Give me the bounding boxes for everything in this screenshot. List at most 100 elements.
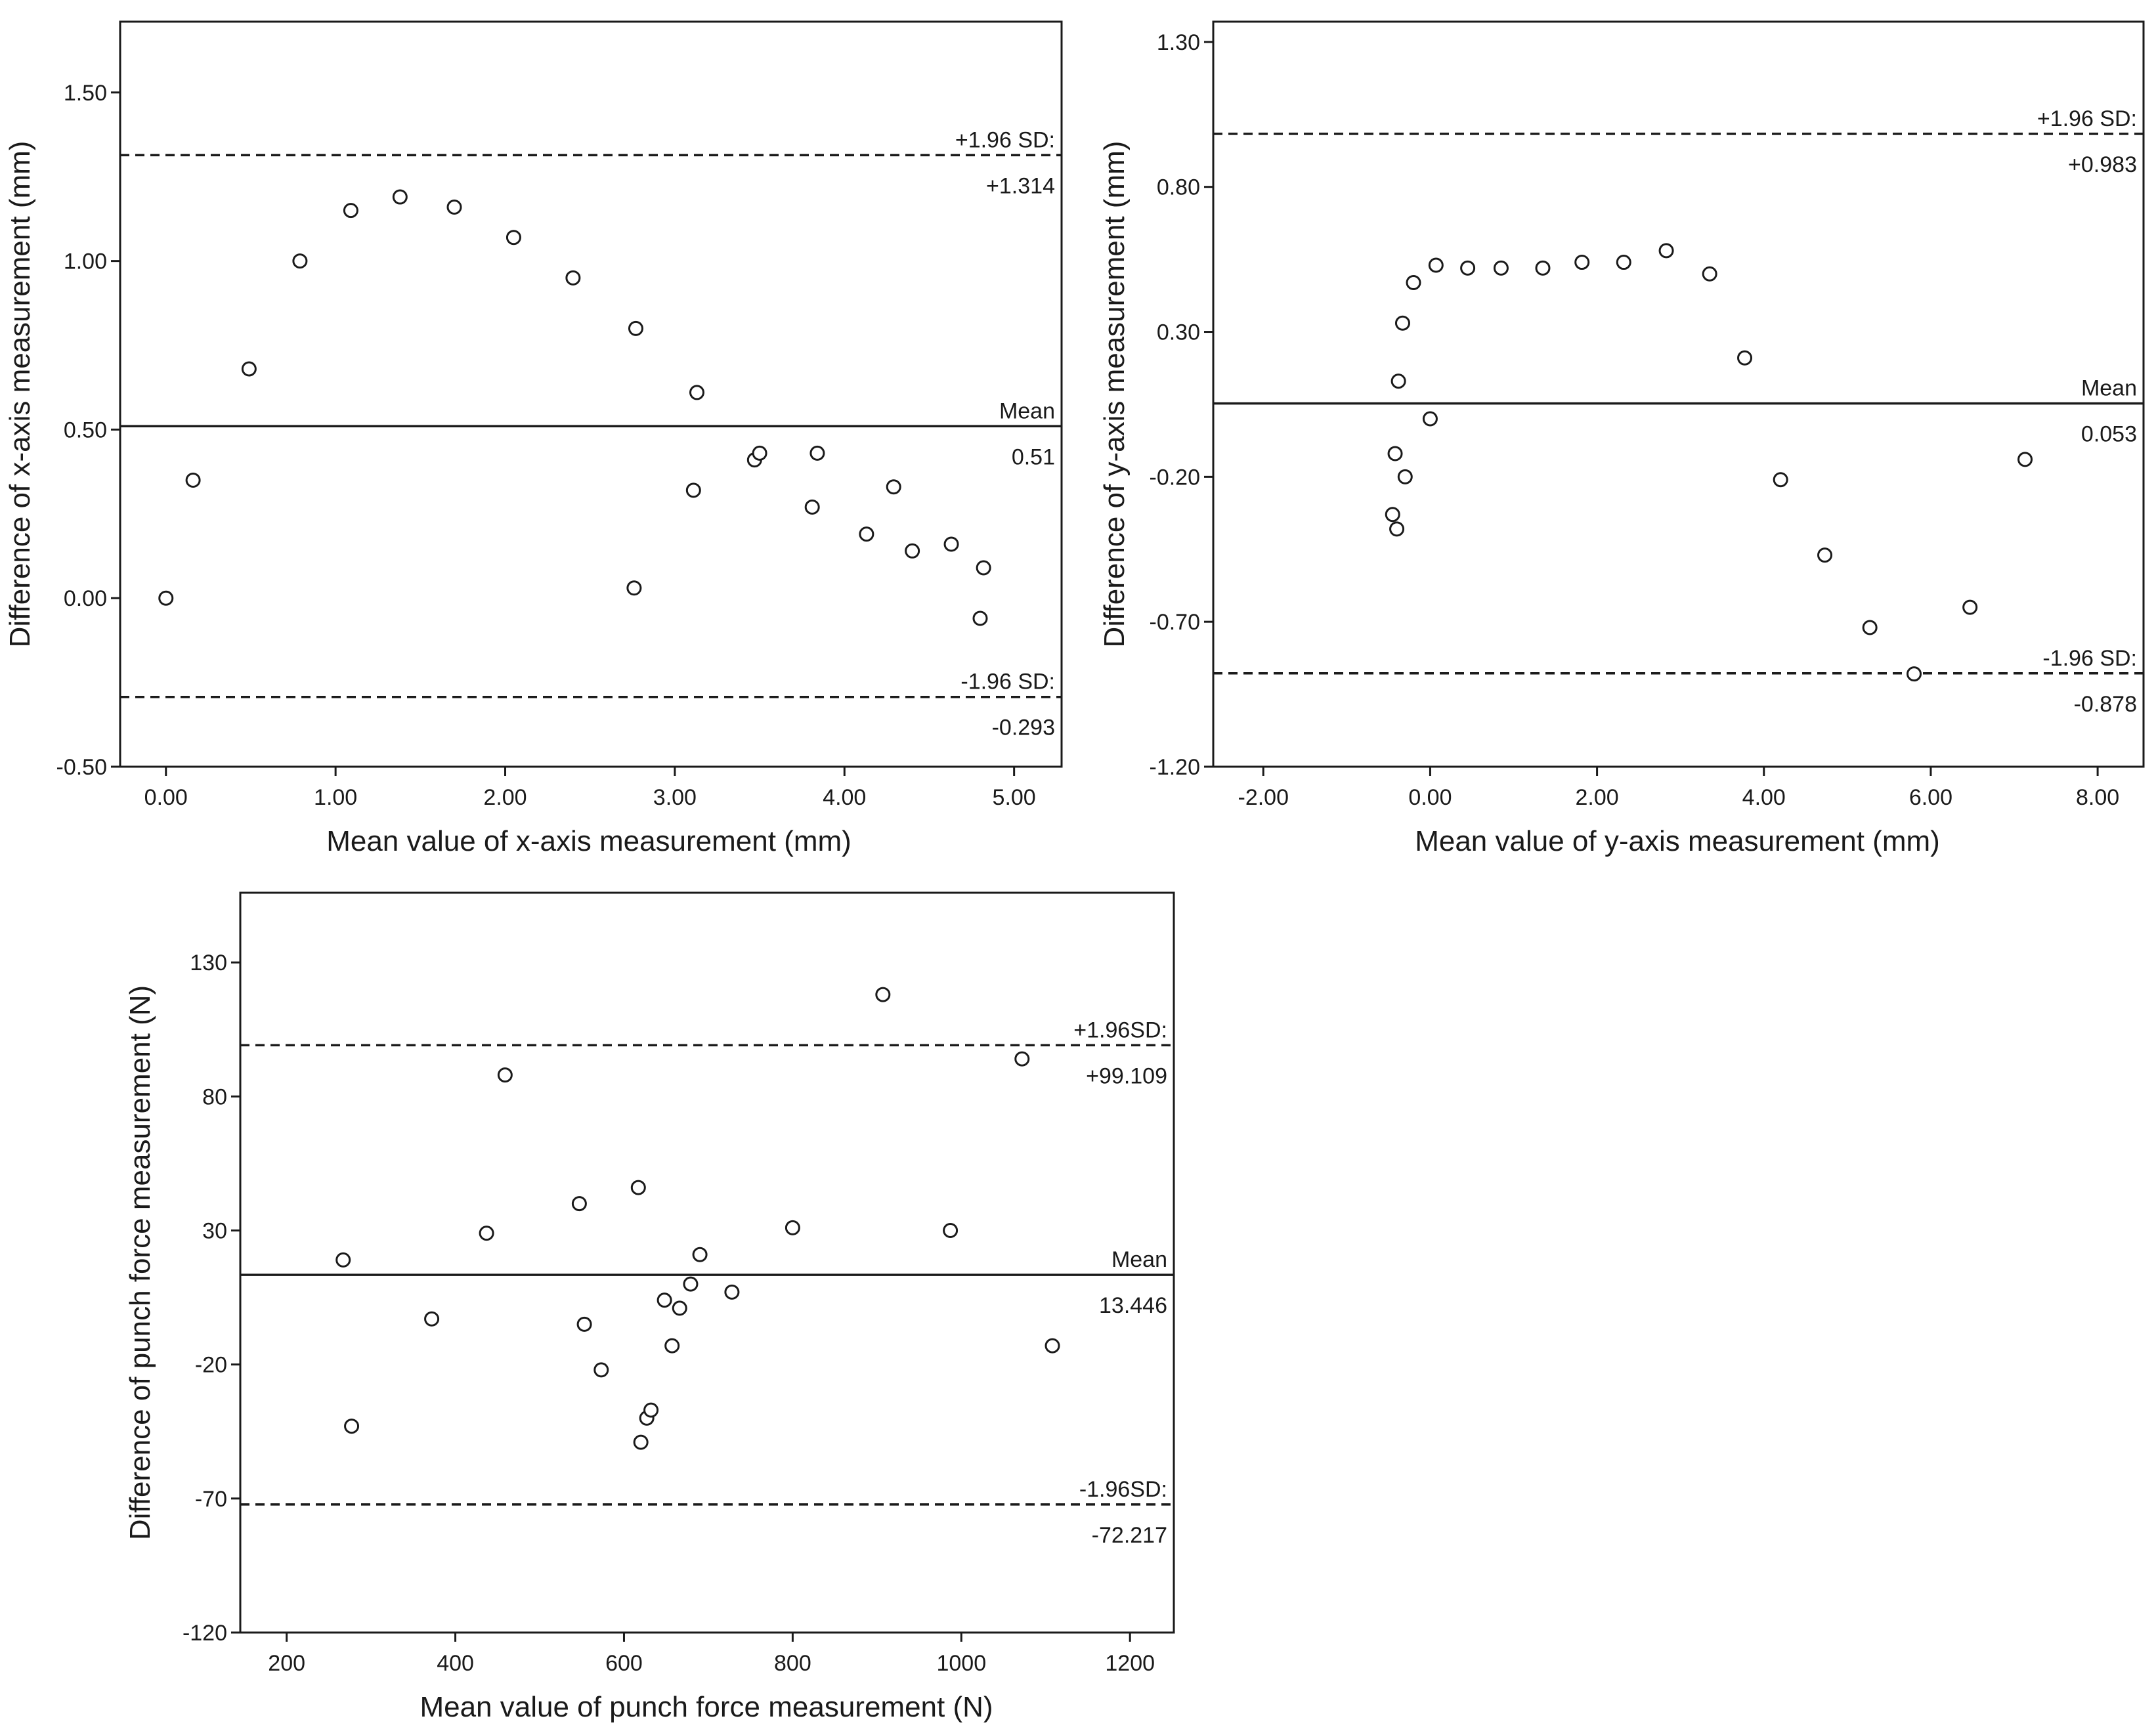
punch-force-y-tick-label: -20	[195, 1353, 227, 1378]
y-axis-y-tick-label: -0.70	[1150, 610, 1201, 635]
y-axis-y-tick-label: 0.30	[1157, 320, 1200, 345]
y-axis-x-tick-label: 2.00	[1575, 785, 1618, 810]
y-axis-data-point	[1737, 350, 1753, 366]
y-axis-data-point	[1422, 411, 1438, 427]
punch-force-y-tick-label: -120	[183, 1621, 227, 1646]
y-axis-lower-limit-value: -0.878	[2074, 692, 2137, 717]
x-axis-data-point	[972, 610, 988, 626]
y-axis-x-tick-label: 8.00	[2076, 785, 2119, 810]
x-axis-data-point	[241, 361, 257, 377]
x-axis-data-point	[752, 445, 767, 461]
x-axis-data-point	[506, 230, 521, 246]
punch-force-bland-altman-chart: -120 -70 -20 30 80 130 200 400 600 800 1000 1200 +1.…	[124, 891, 1175, 1723]
punch-force-data-point	[683, 1276, 699, 1292]
punch-force-mean-label: Mean	[1111, 1247, 1167, 1272]
y-axis-x-tick-label: 6.00	[1909, 785, 1952, 810]
y-axis-y-axis-title: Difference of y-axis measurement (mm)	[1098, 141, 1131, 648]
punch-force-data-point	[943, 1223, 959, 1238]
punch-force-data-point	[724, 1284, 740, 1300]
y-axis-y-tick-label: 1.30	[1157, 30, 1200, 55]
x-axis-x-axis-title: Mean value of x-axis measurement (mm)	[326, 825, 852, 857]
y-axis-data-point	[1817, 547, 1833, 563]
punch-force-data-point	[335, 1252, 351, 1268]
x-axis-x-tick-label: 0.00	[144, 785, 188, 810]
x-axis-data-point	[292, 253, 308, 269]
punch-force-x-tick-label: 1000	[936, 1651, 986, 1676]
x-axis-data-point	[626, 580, 642, 596]
x-axis-x-tick-label: 2.00	[483, 785, 527, 810]
y-axis-data-point	[1389, 521, 1405, 537]
x-axis-y-tick-label: 0.50	[64, 417, 107, 442]
y-axis-bland-altman-chart: -1.20 -0.70 -0.20 0.30 0.80 1.30 -2.00 0.00 2.00…	[1098, 20, 2145, 857]
punch-force-x-tick-label: 800	[774, 1651, 811, 1676]
punch-force-data-point	[571, 1196, 587, 1212]
punch-force-x-tick-label: 600	[605, 1651, 643, 1676]
punch-force-y-tick-label: 80	[202, 1084, 227, 1109]
x-axis-upper-limit-label: +1.96 SD:	[955, 127, 1055, 152]
punch-force-data-point	[657, 1293, 672, 1308]
y-axis-y-tick-label: -0.20	[1150, 465, 1201, 490]
y-axis-data-point	[1428, 257, 1444, 273]
punch-force-y-axis-title: Difference of punch force measurement (N…	[124, 985, 156, 1540]
x-axis-x-tick-label: 4.00	[823, 785, 866, 810]
y-axis-lower-limit-label: -1.96 SD:	[2042, 646, 2137, 671]
punch-force-data-point	[643, 1402, 659, 1418]
x-axis-y-tick-label: 1.50	[64, 81, 107, 106]
x-axis-bland-altman-chart: -0.50 0.00 0.50 1.00 1.50 0.00 1.00 2.00 3.00 4.0…	[4, 20, 1063, 857]
y-axis-data-point	[1385, 507, 1400, 523]
y-axis-data-point	[1391, 374, 1406, 389]
x-axis-y-tick-label: -0.50	[56, 755, 108, 780]
y-axis-data-point	[1574, 255, 1590, 270]
y-axis-y-tick-label: -1.20	[1150, 755, 1201, 780]
x-axis-lower-limit-value: -0.293	[992, 716, 1055, 740]
x-axis-data-point	[804, 500, 820, 515]
punch-force-x-tick-label: 200	[268, 1651, 305, 1676]
punch-force-lower-limit-value: -72.217	[1092, 1523, 1167, 1548]
x-axis-data-point	[809, 445, 825, 461]
x-axis-data-point	[886, 479, 901, 495]
punch-force-plot-frame	[239, 891, 1175, 1634]
x-axis-x-tick-label: 5.00	[993, 785, 1036, 810]
y-axis-x-tick-label: -2.00	[1238, 785, 1289, 810]
x-axis-data-point	[905, 543, 920, 559]
x-axis-data-point	[446, 199, 462, 215]
punch-force-x-tick-label: 1200	[1105, 1651, 1155, 1676]
x-axis-data-point	[689, 385, 704, 400]
punch-force-lower-limit-label: -1.96SD:	[1079, 1477, 1167, 1502]
x-axis-y-axis-title: Difference of x-axis measurement (mm)	[4, 141, 36, 648]
punch-force-data-point	[344, 1419, 360, 1434]
punch-force-data-point	[692, 1247, 708, 1262]
punch-force-data-point	[630, 1180, 646, 1195]
y-axis-data-point	[1658, 243, 1674, 259]
punch-force-data-point	[1014, 1051, 1030, 1067]
y-axis-data-point	[1862, 620, 1878, 635]
x-axis-mean-label: Mean	[999, 398, 1055, 423]
x-axis-data-point	[185, 472, 201, 488]
punch-force-data-point	[664, 1338, 680, 1354]
punch-force-data-point	[593, 1362, 609, 1378]
x-axis-data-point	[343, 203, 358, 219]
y-axis-data-point	[1460, 260, 1476, 276]
x-axis-lower-limit-label: -1.96 SD:	[960, 670, 1055, 695]
y-axis-data-point	[1493, 260, 1509, 276]
y-axis-data-point	[1616, 255, 1631, 270]
x-axis-data-point	[158, 590, 174, 606]
punch-force-x-tick-label: 400	[437, 1651, 474, 1676]
x-axis-data-point	[565, 270, 581, 286]
x-axis-data-point	[976, 560, 991, 576]
x-axis-mean-value: 0.51	[1012, 444, 1055, 469]
punch-force-upper-limit-value: +99.109	[1086, 1063, 1167, 1088]
punch-force-y-tick-label: 30	[202, 1219, 227, 1244]
y-axis-mean-value: 0.053	[2081, 422, 2137, 447]
punch-force-y-tick-label: -70	[195, 1487, 227, 1512]
punch-force-x-axis-title: Mean value of punch force measurement (N…	[420, 1691, 993, 1723]
x-axis-x-tick-label: 3.00	[653, 785, 697, 810]
x-axis-data-point	[859, 526, 874, 542]
x-axis-data-point	[943, 536, 959, 552]
y-axis-data-point	[1406, 274, 1421, 290]
y-axis-mean-label: Mean	[2081, 376, 2137, 401]
y-axis-x-tick-label: 0.00	[1408, 785, 1452, 810]
punch-force-mean-value: 13.446	[1099, 1293, 1167, 1318]
y-axis-x-tick-label: 4.00	[1742, 785, 1786, 810]
punch-force-data-point	[479, 1226, 494, 1241]
